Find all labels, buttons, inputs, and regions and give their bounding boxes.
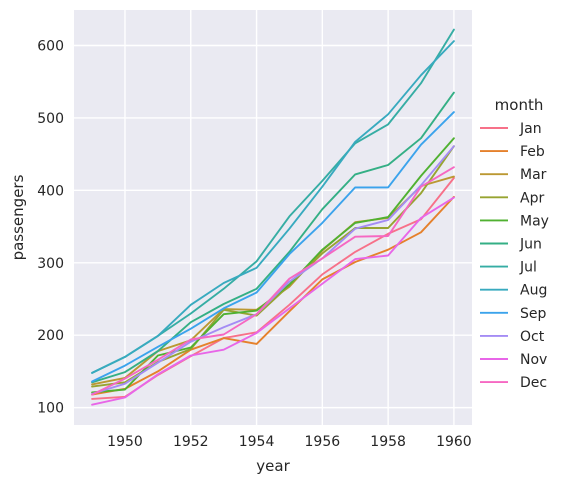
x-tick-label: 1958 <box>370 434 406 450</box>
series-line-jun <box>91 91 455 384</box>
x-axis-label: year <box>256 457 290 475</box>
legend-label-dec: Dec <box>520 375 547 391</box>
y-tick-label: 500 <box>37 111 64 127</box>
x-tick-label: 1960 <box>436 434 472 450</box>
series-line-dec <box>91 166 455 396</box>
series-line-aug <box>91 40 455 374</box>
legend-label-jul: Jul <box>519 260 537 276</box>
legend-label-jan: Jan <box>519 121 542 137</box>
y-tick-labels: 100 200 300 400 500 600 <box>37 38 64 416</box>
legend-label-oct: Oct <box>520 329 545 345</box>
y-axis-label: passengers <box>9 174 27 260</box>
series-line-oct <box>91 145 455 395</box>
x-tick-label: 1956 <box>305 434 341 450</box>
legend-label-jun: Jun <box>519 237 542 253</box>
legend-label-nov: Nov <box>520 352 547 368</box>
series-line-feb <box>91 195 455 396</box>
series-line-nov <box>91 196 455 406</box>
y-tick-label: 100 <box>37 401 64 417</box>
legend-label-apr: Apr <box>520 190 544 206</box>
series-lines <box>91 28 455 406</box>
x-tick-label: 1952 <box>173 434 209 450</box>
y-tick-label: 300 <box>37 256 64 272</box>
legend-label-mar: Mar <box>520 167 547 183</box>
y-tick-label: 400 <box>37 183 64 199</box>
y-tick-label: 600 <box>37 38 64 54</box>
series-line-sep <box>91 111 455 383</box>
plot-background <box>74 10 472 425</box>
legend-label-aug: Aug <box>520 283 547 299</box>
legend-label-may: May <box>520 213 549 229</box>
legend-title: month <box>495 96 544 114</box>
x-tick-labels: 1950 1952 1954 1956 1958 1960 <box>107 434 472 450</box>
y-tick-label: 200 <box>37 328 64 344</box>
legend: month Jan Feb Mar Apr May Jun Jul Aug Sep Oct Nov D… <box>480 96 549 391</box>
legend-label-sep: Sep <box>520 306 547 322</box>
legend-label-feb: Feb <box>520 144 545 160</box>
x-tick-label: 1950 <box>107 434 143 450</box>
x-tick-label: 1954 <box>239 434 275 450</box>
